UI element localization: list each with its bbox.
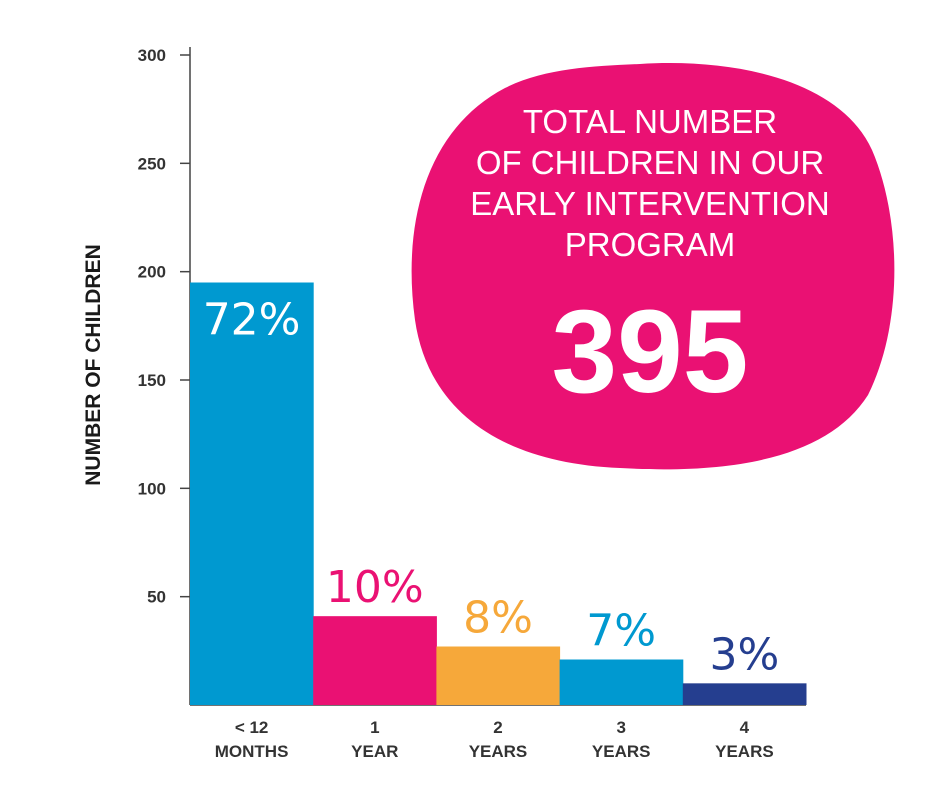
callout-line-4: PROGRAM (565, 226, 736, 263)
x-category-label: < 12 (235, 718, 269, 737)
data-label: 7% (586, 606, 656, 657)
y-tick-label: 150 (138, 371, 166, 390)
data-label: 8% (463, 593, 533, 644)
y-tick-label: 100 (138, 479, 166, 498)
x-category-label: YEAR (351, 742, 398, 761)
x-category-label: 2 (493, 718, 502, 737)
callout-bubble (411, 63, 895, 470)
callout-line-1: TOTAL NUMBER (523, 103, 777, 140)
x-category-label: 1 (370, 718, 379, 737)
x-axis-categories: < 12 MONTHS 1 YEAR 2 YEARS 3 YEARS 4 YEARS (215, 718, 774, 761)
data-labels: 72% 10% 8% 7% 3% (203, 295, 780, 681)
data-label: 10% (326, 562, 424, 613)
bar (559, 659, 684, 705)
callout-line-3: EARLY INTERVENTION (470, 185, 829, 222)
data-label: 72% (203, 295, 301, 346)
y-axis-label: NUMBER OF CHILDREN (82, 244, 105, 486)
data-label: 3% (709, 629, 779, 680)
y-tick-label: 50 (147, 588, 166, 607)
bar (313, 616, 437, 705)
callout-number: 395 (552, 286, 749, 418)
x-category-label: YEARS (469, 742, 528, 761)
x-category-label: YEARS (592, 742, 651, 761)
bars (190, 282, 807, 705)
bar (436, 646, 561, 705)
bar (682, 683, 807, 705)
x-category-label: MONTHS (215, 742, 289, 761)
x-category-label: 3 (616, 718, 625, 737)
x-category-label: YEARS (715, 742, 774, 761)
y-tick-label: 300 (138, 46, 166, 65)
y-tick-label: 200 (138, 263, 166, 282)
x-category-label: 4 (740, 718, 750, 737)
callout-line-2: OF CHILDREN IN OUR (476, 144, 824, 181)
y-tick-label: 250 (138, 154, 166, 173)
bar (190, 282, 314, 705)
